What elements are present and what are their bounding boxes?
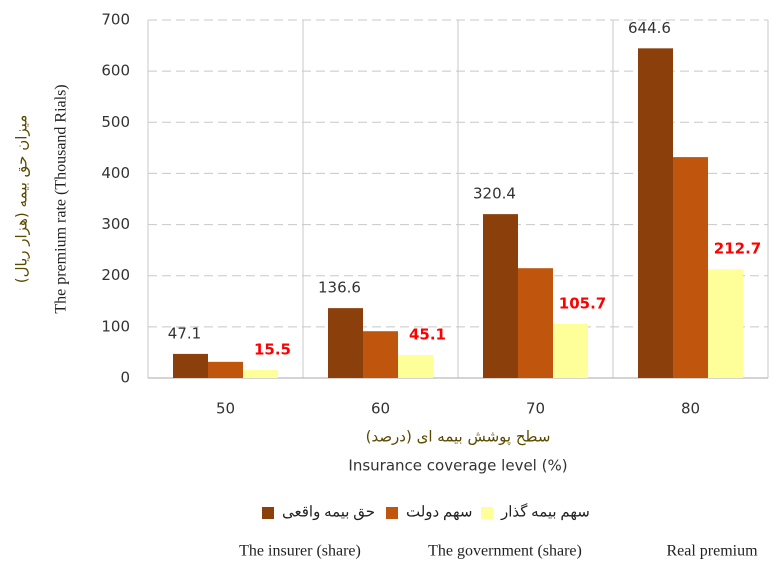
legend-label: حق بیمه واقعی: [282, 504, 375, 520]
bar: [328, 308, 363, 378]
legend-label-en: The insurer (share): [239, 543, 361, 560]
y-tick-label: 700: [101, 11, 130, 29]
legend-label-en: Real premium: [666, 543, 758, 560]
data-label: 47.1: [168, 324, 201, 342]
bar: [518, 268, 553, 378]
data-label: 45.1: [409, 325, 446, 343]
y-tick-label: 100: [101, 317, 130, 335]
data-label: 644.6: [628, 19, 671, 37]
data-label: 212.7: [714, 240, 761, 258]
y-tick-label: 300: [101, 215, 130, 233]
x-title: سطح پوشش بیمه ای (درصد): [366, 428, 551, 447]
x-tick-label: 50: [216, 400, 235, 418]
y-tick-label: 500: [101, 113, 130, 131]
y-tick-label: 0: [120, 369, 130, 387]
bar: [673, 157, 708, 378]
legend-label: سهم دولت: [406, 504, 472, 520]
legend-swatch: [481, 507, 493, 519]
x-title-en: Insurance coverage level (%): [348, 457, 567, 475]
bar: [243, 370, 278, 378]
y-title-en: The premium rate (Thousand Rials): [53, 84, 70, 313]
bar: [638, 48, 673, 379]
y-tick-label: 600: [101, 62, 130, 80]
data-label: 320.4: [473, 185, 516, 203]
legend-swatch: [386, 507, 398, 519]
bar: [708, 269, 743, 378]
x-tick-label: 70: [526, 400, 545, 418]
legend-swatch: [262, 507, 274, 519]
data-label: 15.5: [254, 341, 291, 359]
x-tick-label: 80: [681, 400, 700, 418]
y-tick-label: 200: [101, 266, 130, 284]
bar: [363, 331, 398, 378]
legend-label: سهم بیمه گذار: [500, 502, 590, 520]
y-tick-label: 400: [101, 164, 130, 182]
bar: [483, 214, 518, 378]
y-title: میزان حق بیمه (هزار ریال): [13, 115, 31, 283]
data-label: 105.7: [559, 294, 606, 312]
legend-label-en: The government (share): [428, 543, 582, 560]
bar: [398, 354, 433, 378]
bar: [208, 361, 243, 378]
bar: [173, 353, 208, 378]
data-label: 136.6: [318, 279, 361, 297]
x-tick-label: 60: [371, 400, 390, 418]
bar: [553, 323, 588, 378]
